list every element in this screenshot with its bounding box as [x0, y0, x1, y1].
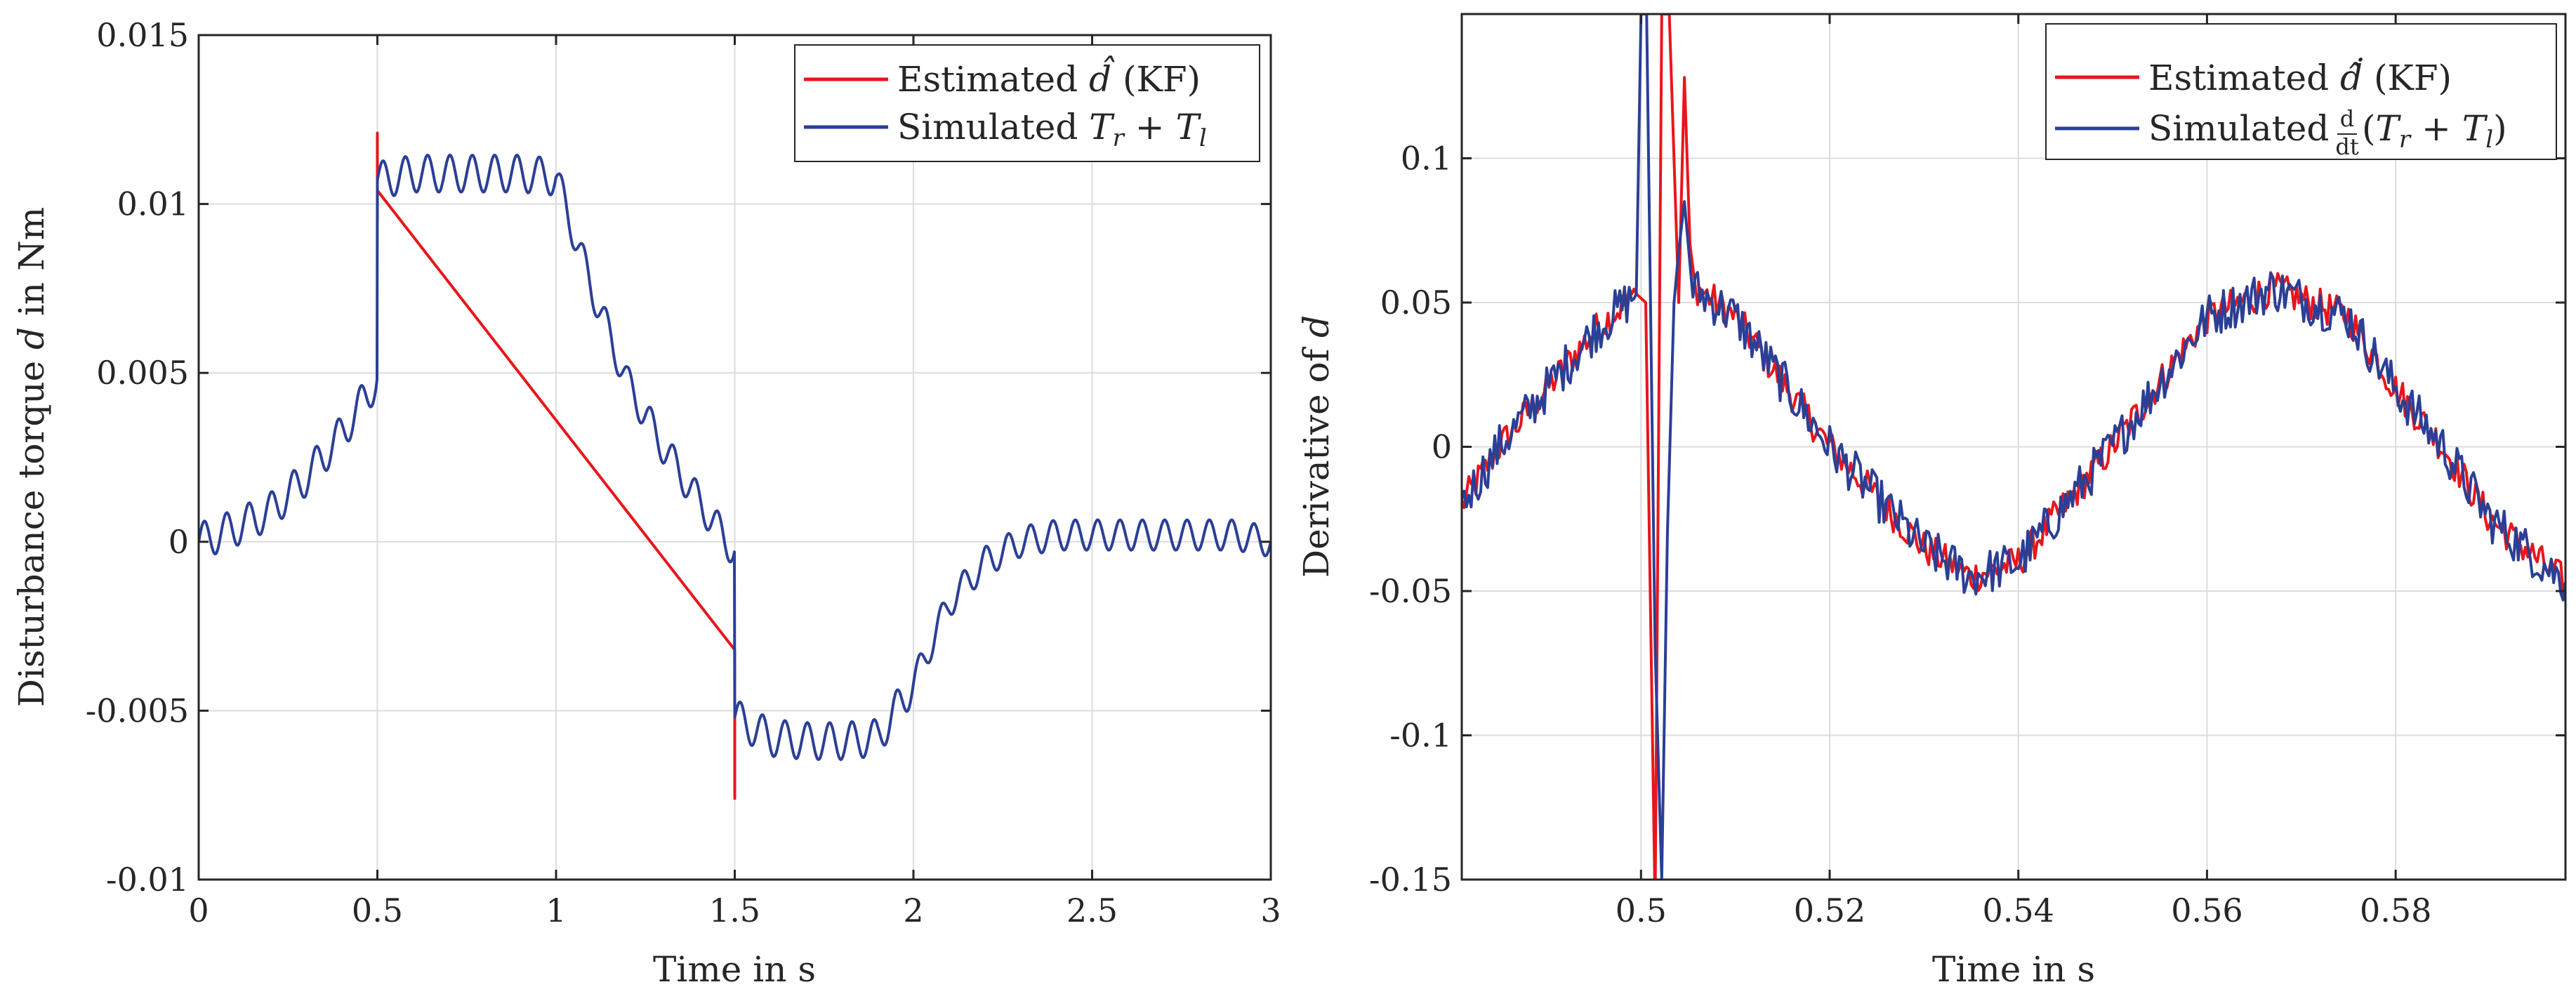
left-x-tick-label: 2.5: [1066, 892, 1118, 929]
right-x-tick-label: 0.5: [1616, 892, 1667, 929]
left-x-tick-label: 0: [188, 892, 209, 929]
right-y-axis-label: Derivative of d: [1296, 315, 1337, 578]
left-y-tick-label: 0.015: [96, 16, 189, 54]
right-y-tick-label: -0.1: [1389, 717, 1452, 755]
right-legend-simulated-expr: (Tr + Tl): [2362, 108, 2507, 154]
right-series-estimated-line: [1462, 14, 2565, 880]
right-y-tick-label: -0.05: [1369, 572, 1452, 610]
left-legend-simulated-label: Simulated Tr + Tl: [897, 107, 1207, 152]
right-legend-simulated-label: Simulated: [2148, 108, 2329, 149]
left-x-tick-label: 3: [1260, 892, 1281, 929]
left-x-tick-label: 2: [903, 892, 923, 929]
left-y-tick-label: -0.005: [86, 691, 189, 729]
left-legend: Estimated d̂ (KF) Simulated Tr + Tl: [794, 44, 1260, 162]
left-legend-estimated-label: Estimated d̂ (KF): [897, 55, 1201, 100]
svg-text:d: d: [2340, 105, 2354, 132]
right-x-tick-label: 0.58: [2360, 892, 2431, 929]
right-x-tick-label: 0.56: [2171, 892, 2243, 929]
left-chart: 0 0.5 1 1.5 2 2.5 3-0.01-0.00500.0050.010.015 …: [11, 16, 1281, 990]
right-x-tick-label: 0.54: [1983, 892, 2054, 929]
right-x-tick-label: 0.52: [1794, 892, 1865, 929]
svg-text:dt: dt: [2335, 133, 2358, 160]
left-x-tick-label: 0.5: [352, 892, 403, 929]
left-series-simulated-line: [199, 153, 1271, 762]
right-x-axis-label: Time in s: [1932, 949, 2095, 990]
right-legend: Estimated ḋ̂ (KF) Simulated d dt (Tr + T…: [2045, 23, 2557, 160]
left-y-tick-label: 0.01: [117, 185, 189, 223]
left-y-tick-label: 0.005: [96, 354, 189, 392]
right-y-tick-label: 0.1: [1401, 140, 1452, 178]
right-chart: 0.5 0.52 0.54 0.56 0.58 -0.15 -0.1 -0.05 0 0.05 0.…: [1296, 13, 2567, 990]
right-y-tick-label: -0.15: [1369, 861, 1452, 899]
left-x-axis-label: Time in s: [653, 949, 816, 990]
right-legend-estimated-label: Estimated ḋ̂ (KF): [2148, 57, 2452, 98]
left-y-axis-label: Disturbance torque d in Nm: [11, 207, 52, 707]
left-y-tick-label: -0.01: [106, 861, 189, 899]
right-legend-frac: d dt: [2335, 105, 2358, 160]
left-series-estimated-line: [376, 131, 737, 800]
right-series-simulated-line: [1462, 14, 2565, 880]
right-y-tick-label: 0: [1432, 428, 1452, 466]
left-x-tick-label: 1.5: [709, 892, 760, 929]
right-y-tick-label: 0.05: [1380, 284, 1452, 322]
left-y-tick-label: 0: [169, 523, 189, 561]
left-x-tick-label: 1: [546, 892, 566, 929]
